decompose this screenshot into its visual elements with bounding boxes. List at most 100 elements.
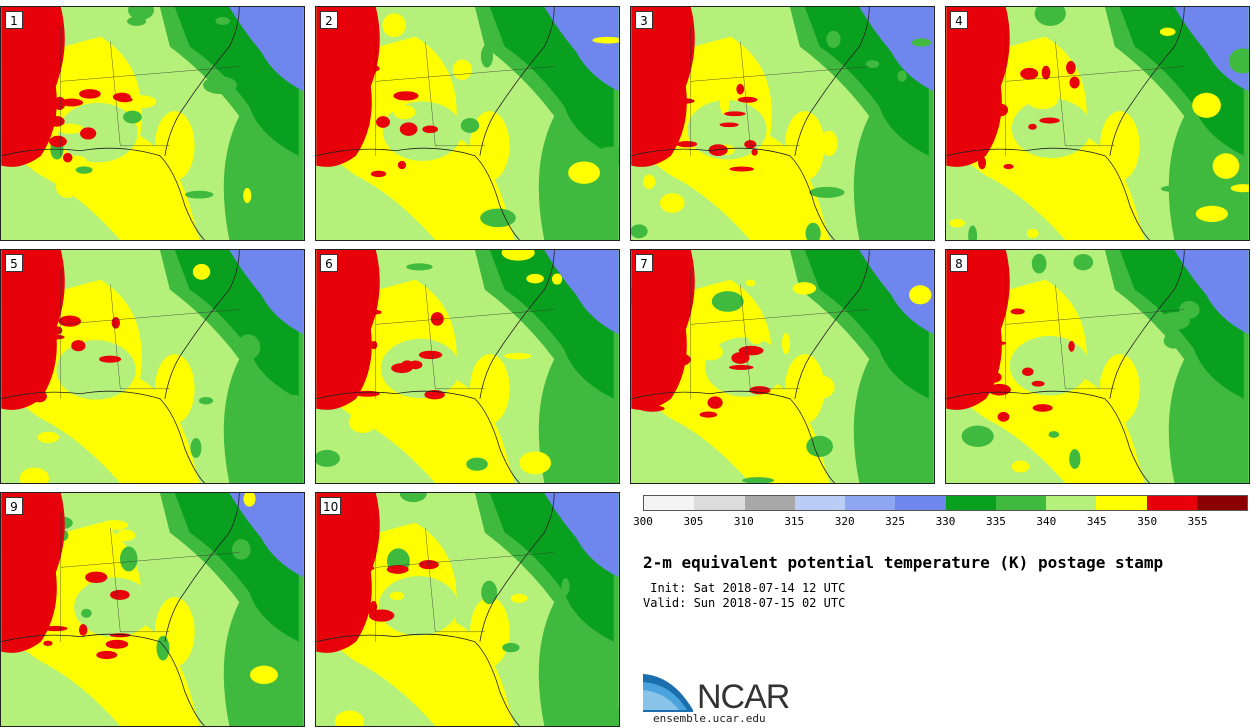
stamp-panel-9: 9 [0, 492, 305, 727]
field-blob [782, 332, 790, 355]
field-blob [792, 282, 817, 295]
colorbar-bin-1 [694, 496, 745, 510]
field-blob [55, 646, 73, 670]
field-blob [127, 16, 147, 26]
red-blob [48, 314, 59, 324]
field-blob [711, 291, 744, 312]
state-borders [375, 512, 555, 642]
stamp-label: 10 [320, 497, 342, 515]
field-blob [603, 708, 619, 726]
red-blob [1031, 380, 1045, 387]
colorbar-tick-label: 320 [834, 515, 855, 528]
field-blob [243, 188, 252, 204]
state-borders [60, 269, 240, 399]
state-borders [375, 26, 555, 156]
yellow-field [154, 354, 195, 424]
field-blob [1160, 185, 1190, 193]
red-blob [1069, 76, 1080, 89]
red-blob [42, 625, 68, 632]
field-blob [968, 225, 978, 240]
field-blob [805, 222, 821, 240]
field-blob [128, 7, 155, 20]
field-blob [249, 665, 278, 685]
light-green-field [1011, 98, 1092, 159]
red-blob [672, 98, 695, 104]
colorbar-bin-9 [1096, 496, 1147, 510]
stamp-map-4 [946, 7, 1249, 240]
colorbar-bin-11 [1196, 496, 1247, 510]
ncar-logo-icon [643, 674, 693, 712]
red-blob [338, 574, 349, 588]
colorbar-bin-4 [845, 496, 896, 510]
field-blob [119, 546, 138, 572]
stamp-panel-3: 3 [630, 6, 935, 241]
field-blob [805, 375, 835, 399]
red-blob [992, 103, 1009, 117]
field-blob [203, 76, 237, 95]
field-blob [949, 218, 965, 228]
stamp-label: 9 [5, 497, 23, 515]
figure-title: 2-m equivalent potential temperature (K)… [643, 553, 1164, 572]
field-blob [249, 620, 267, 643]
stamp-panel-8: 8 [945, 249, 1250, 484]
field-blob [725, 430, 743, 440]
coastline [164, 7, 240, 156]
field-blob [1026, 228, 1039, 239]
field-blob [185, 190, 214, 199]
red-blob [1028, 123, 1037, 130]
field-blob [123, 110, 142, 124]
colorbar-tick-label: 355 [1187, 515, 1208, 528]
field-blob [450, 691, 467, 707]
field-blob [439, 425, 474, 432]
red-blob [116, 97, 133, 103]
red-blob [997, 411, 1010, 422]
coastline [631, 147, 835, 240]
colorbar-ticks: 300 305 310 315 320 325 330 335 340 345 350 355 [633, 515, 1248, 529]
blue-field [544, 7, 619, 92]
field-blob [550, 189, 572, 205]
field-blob [192, 263, 211, 280]
field-blob [156, 635, 170, 661]
colorbar-bin-0 [644, 496, 695, 510]
red-blob [366, 309, 382, 315]
red-blob [331, 341, 357, 347]
red-blob [1068, 340, 1075, 352]
field-blob [501, 250, 535, 261]
field-blob [135, 448, 152, 464]
red-blob [1032, 404, 1053, 412]
field-blob [232, 539, 251, 560]
red-blob [399, 122, 418, 136]
field-blob [745, 279, 756, 287]
field-blob [243, 493, 256, 507]
red-blob [33, 312, 47, 326]
blue-field [1174, 7, 1249, 92]
coastline [479, 7, 555, 156]
field-blob [1159, 312, 1190, 330]
red-blob [749, 386, 771, 395]
red-blob [339, 151, 351, 160]
coastline [946, 390, 1150, 483]
coastline [946, 147, 1150, 240]
red-blob [978, 136, 990, 151]
blue-field [544, 250, 619, 335]
field-blob [742, 477, 775, 483]
red-blob [1010, 308, 1025, 315]
field-blob [382, 13, 406, 38]
field-blob [99, 410, 132, 425]
colorbar-bin-2 [744, 496, 795, 510]
red-blob [707, 396, 723, 409]
state-borders [375, 269, 555, 399]
colorbar-bin-6 [945, 496, 996, 510]
red-blob [728, 364, 754, 370]
stamp-panel-5: 5 [0, 249, 305, 484]
colorbar-bin-3 [794, 496, 845, 510]
field-blob [1192, 92, 1221, 118]
red-blob [1022, 367, 1034, 377]
red-blob [370, 340, 378, 350]
blue-field [859, 7, 934, 92]
coastline [316, 390, 520, 483]
red-blob [751, 148, 758, 156]
stamp-map-3 [631, 7, 934, 240]
colorbar-tick-label: 310 [733, 515, 754, 528]
red-blob [430, 312, 444, 326]
